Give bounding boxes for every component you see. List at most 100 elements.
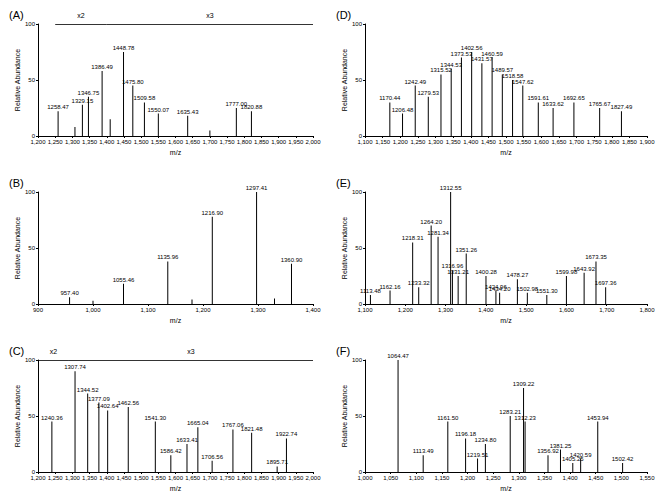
svg-text:1218.31: 1218.31	[402, 235, 424, 241]
svg-text:2,000: 2,000	[305, 139, 321, 145]
svg-text:1821.48: 1821.48	[241, 426, 263, 432]
svg-text:100: 100	[352, 21, 363, 27]
svg-text:1643.92: 1643.92	[573, 266, 595, 272]
svg-text:1,400: 1,400	[99, 139, 115, 145]
svg-text:1,150: 1,150	[375, 139, 391, 145]
svg-text:1377.09: 1377.09	[88, 396, 110, 402]
svg-text:1,350: 1,350	[82, 139, 98, 145]
svg-text:1216.90: 1216.90	[201, 210, 223, 216]
svg-text:1,250: 1,250	[48, 139, 64, 145]
svg-text:100: 100	[352, 357, 363, 363]
svg-text:(D): (D)	[336, 9, 351, 21]
svg-text:1,800: 1,800	[237, 139, 253, 145]
svg-text:(A): (A)	[9, 9, 24, 21]
svg-text:1,850: 1,850	[622, 139, 638, 145]
svg-text:1,750: 1,750	[587, 139, 603, 145]
svg-text:1,400: 1,400	[305, 307, 321, 313]
svg-text:x2: x2	[77, 12, 85, 19]
svg-text:100: 100	[352, 189, 363, 195]
svg-text:m/z: m/z	[500, 149, 512, 156]
svg-text:1,400: 1,400	[478, 307, 494, 313]
svg-text:1,800: 1,800	[639, 307, 655, 313]
svg-text:1922.74: 1922.74	[276, 431, 298, 437]
svg-text:1,500: 1,500	[519, 307, 535, 313]
svg-text:1,950: 1,950	[288, 475, 304, 481]
svg-text:1827.49: 1827.49	[611, 104, 633, 110]
svg-text:m/z: m/z	[500, 317, 512, 324]
svg-text:1402.64: 1402.64	[97, 403, 119, 409]
svg-text:1356.92: 1356.92	[537, 448, 559, 454]
svg-text:1431.57: 1431.57	[471, 56, 493, 62]
svg-text:1547.62: 1547.62	[512, 79, 534, 85]
svg-text:1329.15: 1329.15	[72, 98, 94, 104]
svg-text:1820.88: 1820.88	[241, 104, 263, 110]
svg-text:1,300: 1,300	[428, 139, 444, 145]
svg-text:1453.94: 1453.94	[587, 415, 609, 421]
svg-text:1331.21: 1331.21	[447, 269, 469, 275]
svg-text:1344.52: 1344.52	[77, 387, 99, 393]
svg-text:1434.20: 1434.20	[489, 286, 511, 292]
svg-text:(B): (B)	[9, 177, 24, 189]
svg-text:Relative Abundance: Relative Abundance	[14, 49, 21, 111]
svg-text:1,200: 1,200	[195, 307, 211, 313]
svg-text:1697.36: 1697.36	[595, 280, 617, 286]
svg-text:1,700: 1,700	[202, 139, 218, 145]
svg-text:1055.46: 1055.46	[113, 277, 135, 283]
svg-text:1,900: 1,900	[271, 139, 287, 145]
svg-text:1420.59: 1420.59	[570, 452, 592, 458]
svg-text:1,200: 1,200	[393, 139, 409, 145]
svg-text:1633.41: 1633.41	[176, 437, 198, 443]
svg-text:1765.67: 1765.67	[589, 101, 611, 107]
svg-text:1162.16: 1162.16	[379, 284, 401, 290]
svg-text:1,050: 1,050	[383, 475, 399, 481]
svg-text:1351.26: 1351.26	[455, 247, 477, 253]
svg-text:1,550: 1,550	[151, 475, 167, 481]
svg-text:1,800: 1,800	[604, 139, 620, 145]
svg-text:50: 50	[355, 413, 362, 419]
svg-text:1307.74: 1307.74	[64, 364, 86, 370]
svg-text:1,250: 1,250	[486, 475, 502, 481]
svg-text:1,200: 1,200	[460, 475, 476, 481]
svg-text:1,000: 1,000	[357, 475, 373, 481]
svg-text:1551.30: 1551.30	[536, 288, 558, 294]
svg-text:1297.41: 1297.41	[246, 185, 268, 191]
svg-text:1462.56: 1462.56	[117, 400, 139, 406]
svg-text:1,700: 1,700	[569, 139, 585, 145]
svg-text:Relative Abundance: Relative Abundance	[341, 385, 348, 447]
svg-text:1,350: 1,350	[537, 475, 553, 481]
svg-text:1635.43: 1635.43	[177, 109, 199, 115]
svg-text:50: 50	[28, 413, 35, 419]
svg-text:1,350: 1,350	[446, 139, 462, 145]
svg-text:1,400: 1,400	[99, 475, 115, 481]
svg-text:1315.52: 1315.52	[430, 67, 452, 73]
svg-text:1,600: 1,600	[559, 307, 575, 313]
svg-text:1,100: 1,100	[409, 475, 425, 481]
svg-text:1,200: 1,200	[30, 475, 46, 481]
svg-text:1,250: 1,250	[410, 139, 426, 145]
svg-text:1,500: 1,500	[134, 475, 150, 481]
svg-text:1064.47: 1064.47	[387, 353, 409, 359]
svg-text:1,850: 1,850	[254, 475, 270, 481]
svg-text:(F): (F)	[336, 345, 350, 357]
svg-text:1,250: 1,250	[48, 475, 64, 481]
svg-text:1665.04: 1665.04	[187, 420, 209, 426]
svg-text:1,450: 1,450	[116, 475, 132, 481]
svg-text:1381.25: 1381.25	[550, 443, 572, 449]
svg-text:1,550: 1,550	[151, 139, 167, 145]
svg-text:1475.80: 1475.80	[122, 79, 144, 85]
svg-text:1448.78: 1448.78	[113, 45, 135, 51]
svg-text:Relative Abundance: Relative Abundance	[14, 385, 21, 447]
svg-text:m/z: m/z	[170, 485, 182, 492]
svg-text:x3: x3	[206, 12, 214, 19]
svg-text:1113.48: 1113.48	[360, 288, 381, 294]
svg-text:1586.42: 1586.42	[160, 448, 182, 454]
svg-text:1,950: 1,950	[288, 139, 304, 145]
svg-text:m/z: m/z	[170, 149, 182, 156]
svg-text:1,200: 1,200	[398, 307, 414, 313]
svg-text:1170.44: 1170.44	[379, 95, 401, 101]
svg-text:m/z: m/z	[500, 485, 512, 492]
svg-text:1,400: 1,400	[463, 139, 479, 145]
svg-text:1344.53: 1344.53	[440, 62, 462, 68]
svg-text:x2: x2	[50, 348, 58, 355]
svg-text:1,300: 1,300	[65, 475, 81, 481]
